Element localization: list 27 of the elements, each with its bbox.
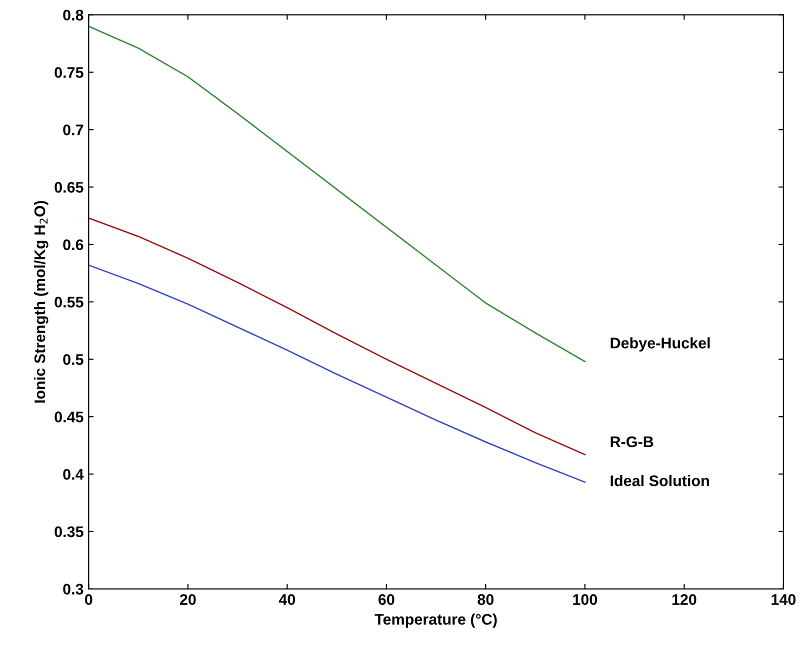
y-tick-label: 0.8 bbox=[63, 10, 84, 21]
line-series bbox=[88, 26, 586, 362]
y-tick-label: 0.45 bbox=[54, 412, 84, 422]
y-tick-label: 0.65 bbox=[54, 182, 84, 193]
x-tick-label: 80 bbox=[478, 594, 494, 605]
y-axis-title: Ionic Strength (mol/Kg H$_{2}$O) bbox=[34, 200, 48, 403]
y-tick-label: 0.55 bbox=[54, 296, 84, 308]
y-tick-label: 0.6 bbox=[63, 239, 84, 250]
x-tick-label: 140 bbox=[772, 594, 796, 605]
x-tick-label: 0 bbox=[85, 594, 92, 605]
y-tick-label: 0.75 bbox=[54, 67, 84, 78]
x-tick-label: 20 bbox=[180, 594, 196, 605]
x-tick-label: 120 bbox=[672, 594, 696, 605]
x-tick-label: 60 bbox=[378, 594, 394, 605]
y-tick-label: 0.5 bbox=[63, 354, 84, 365]
x-tick-label: 40 bbox=[278, 594, 296, 605]
series-label: Ideal Solution bbox=[610, 474, 709, 486]
y-tick-label: 0.3 bbox=[63, 584, 84, 595]
series-label: Debye-Huckel bbox=[610, 337, 710, 352]
x-tick-label: 100 bbox=[573, 594, 598, 605]
line-series bbox=[88, 264, 586, 483]
y-tick-label: 0.4 bbox=[63, 468, 84, 480]
y-tick-label: 0.35 bbox=[54, 526, 84, 538]
y-tick-label: 0.7 bbox=[63, 124, 84, 136]
x-axis-title: Temperature (°C) bbox=[374, 614, 497, 628]
line-series bbox=[88, 217, 586, 456]
series-label: R-G-B bbox=[610, 436, 654, 448]
